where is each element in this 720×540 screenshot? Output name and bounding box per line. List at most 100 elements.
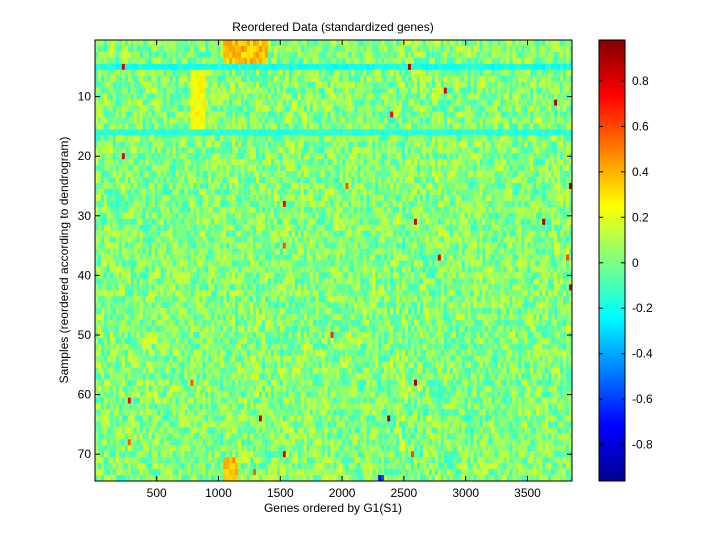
heatmap-cell [408, 177, 412, 184]
heatmap-cell [563, 40, 567, 47]
heatmap-cell [473, 99, 477, 106]
heatmap-cell [351, 51, 355, 59]
heatmap-cell [485, 105, 489, 112]
heatmap-cell [342, 69, 346, 77]
heatmap-cell [467, 218, 471, 226]
heatmap-cell [285, 40, 290, 47]
heatmap-cell [130, 123, 135, 130]
heatmap-cell [279, 117, 284, 124]
heatmap-cell [449, 165, 454, 172]
heatmap-cell [145, 141, 149, 148]
heatmap-cell [118, 188, 123, 196]
heatmap-cell [366, 171, 370, 178]
heatmap-cell [548, 123, 552, 130]
heatmap-cell [372, 188, 376, 196]
heatmap-cell [372, 87, 376, 94]
heatmap-cell [524, 200, 528, 208]
heatmap-cell [378, 177, 382, 184]
heatmap-cell [387, 177, 391, 184]
heatmap-cell [449, 45, 454, 53]
heatmap-cell [175, 194, 179, 202]
heatmap-cell [223, 93, 227, 100]
heatmap-cell [106, 105, 111, 112]
heatmap-cell [461, 81, 465, 88]
heatmap-cell [193, 81, 197, 88]
heatmap-cell [336, 200, 340, 208]
heatmap-cell [527, 87, 531, 94]
heatmap-cell [354, 165, 358, 172]
heatmap-cell [214, 81, 218, 88]
heatmap-cell [312, 153, 316, 160]
heatmap-cell [345, 153, 349, 160]
heatmap-cell [381, 141, 385, 148]
heatmap-cell [145, 57, 149, 65]
heatmap-cell [154, 224, 158, 231]
heatmap-cell [485, 87, 489, 94]
heatmap-cell [151, 206, 155, 214]
heatmap-cell [199, 147, 203, 154]
heatmap-cell [533, 165, 537, 172]
heatmap-cell [178, 129, 182, 136]
heatmap-cell [235, 129, 239, 136]
heatmap-cell [402, 171, 406, 178]
heatmap-cell [428, 75, 433, 83]
heatmap-cell [112, 141, 117, 148]
heatmap-cell [408, 194, 412, 202]
heatmap-cell [482, 105, 486, 112]
heatmap-cell [193, 69, 197, 77]
heatmap-cell [494, 87, 498, 94]
heatmap-cell [142, 165, 146, 172]
heatmap-cell [533, 63, 537, 71]
heatmap-cell [369, 51, 373, 59]
heatmap-cell [479, 165, 483, 172]
heatmap-cell [458, 129, 462, 136]
heatmap-cell [387, 40, 391, 47]
heatmap-cell [169, 51, 173, 59]
heatmap-cell [476, 99, 480, 106]
heatmap-cell [315, 57, 319, 65]
heatmap-cell [416, 87, 421, 94]
heatmap-cell [455, 200, 460, 208]
heatmap-cell [255, 75, 260, 83]
heatmap-cell [333, 141, 337, 148]
heatmap-cell [172, 200, 176, 208]
heatmap-cell [145, 93, 149, 100]
heatmap-cell [121, 57, 126, 65]
heatmap-cell [434, 171, 439, 178]
heatmap-cell [220, 165, 224, 172]
heatmap-cell [160, 51, 164, 59]
heatmap-cell [145, 177, 149, 184]
heatmap-cell [214, 63, 218, 71]
heatmap-cell [369, 218, 373, 226]
heatmap-cell [452, 141, 457, 148]
heatmap-cell [539, 123, 543, 130]
heatmap-cell [181, 81, 185, 88]
heatmap-cell [208, 177, 212, 184]
heatmap-cell [452, 194, 457, 202]
heatmap-cell [443, 123, 448, 130]
heatmap-cell [387, 87, 391, 94]
heatmap-cell [318, 153, 322, 160]
heatmap-cell [494, 99, 498, 106]
heatmap-cell [300, 188, 304, 196]
heatmap-cell [276, 129, 281, 136]
heatmap-cell [551, 117, 555, 124]
heatmap-cell [106, 188, 111, 196]
heatmap-cell [339, 45, 343, 53]
heatmap-cell [258, 93, 263, 100]
heatmap-cell [488, 117, 492, 124]
heatmap-cell [139, 93, 143, 100]
heatmap-cell [363, 81, 367, 88]
heatmap-cell [253, 111, 257, 118]
heatmap-cell [202, 188, 206, 196]
heatmap-cell [363, 212, 367, 220]
heatmap-cell [482, 87, 486, 94]
heatmap-cell [527, 99, 531, 106]
heatmap-cell [253, 194, 257, 202]
heatmap-cell [557, 87, 561, 94]
heatmap-cell [273, 200, 278, 208]
heatmap-cell [244, 63, 248, 71]
heatmap-cell [303, 51, 307, 59]
heatmap-cell [354, 177, 358, 184]
heatmap-cell [241, 117, 245, 124]
